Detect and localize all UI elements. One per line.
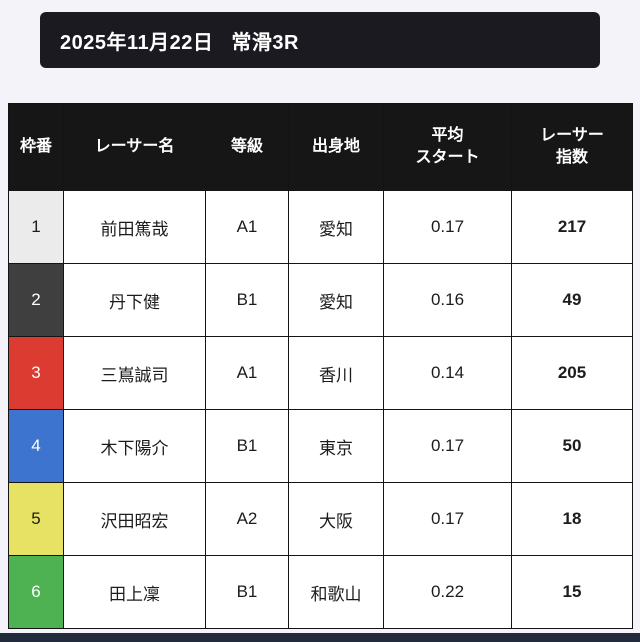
racer-origin: 和歌山 [288,555,384,629]
racer-name: 木下陽介 [63,409,206,483]
table-row: 2 丹下健 B1 愛知 0.16 49 [8,263,633,337]
frame-number: 1 [8,190,64,264]
race-date: 2025年11月22日 [60,31,214,54]
table-row: 6 田上凜 B1 和歌山 0.22 15 [8,555,633,629]
table-header-row: 枠番 レーサー名 等級 出身地 平均 スタート レーサー 指数 [8,103,633,191]
racer-grade: A1 [205,336,289,410]
frame-number: 3 [8,336,64,410]
table-row: 3 三嶌誠司 A1 香川 0.14 205 [8,336,633,410]
bottom-section-edge [0,633,640,642]
racer-grade: B1 [205,263,289,337]
racer-index: 205 [511,336,633,410]
racer-origin: 愛知 [288,190,384,264]
racer-name: 前田篤哉 [63,190,206,264]
racer-grade: A1 [205,190,289,264]
col-header-avg-start: 平均 スタート [383,103,512,191]
table-row: 1 前田篤哉 A1 愛知 0.17 217 [8,190,633,264]
racer-grade: B1 [205,555,289,629]
racer-index: 50 [511,409,633,483]
col-header-frame: 枠番 [8,103,64,191]
racer-avg-start: 0.17 [383,482,512,556]
racer-origin: 香川 [288,336,384,410]
racer-index: 49 [511,263,633,337]
col-header-racer-name: レーサー名 [63,103,206,191]
racer-index: 18 [511,482,633,556]
racer-name: 田上凜 [63,555,206,629]
racer-name: 三嶌誠司 [63,336,206,410]
racer-grade: A2 [205,482,289,556]
racer-avg-start: 0.17 [383,409,512,483]
racer-origin: 大阪 [288,482,384,556]
race-entry-table: 枠番 レーサー名 等級 出身地 平均 スタート レーサー 指数 1 前田篤哉 A… [8,103,633,629]
col-header-racer-index: レーサー 指数 [511,103,633,191]
racer-name: 丹下健 [63,263,206,337]
frame-number: 5 [8,482,64,556]
racer-avg-start: 0.22 [383,555,512,629]
table-row: 4 木下陽介 B1 東京 0.17 50 [8,409,633,483]
frame-number: 2 [8,263,64,337]
race-header: 2025年11月22日 常滑3R [40,12,600,68]
racer-index: 15 [511,555,633,629]
racer-origin: 東京 [288,409,384,483]
racer-avg-start: 0.17 [383,190,512,264]
frame-number: 4 [8,409,64,483]
frame-number: 6 [8,555,64,629]
racer-avg-start: 0.14 [383,336,512,410]
racer-grade: B1 [205,409,289,483]
race-title: 常滑3R [231,31,299,54]
table-row: 5 沢田昭宏 A2 大阪 0.17 18 [8,482,633,556]
racer-name: 沢田昭宏 [63,482,206,556]
racer-index: 217 [511,190,633,264]
col-header-grade: 等級 [205,103,289,191]
col-header-origin: 出身地 [288,103,384,191]
racer-avg-start: 0.16 [383,263,512,337]
racer-origin: 愛知 [288,263,384,337]
